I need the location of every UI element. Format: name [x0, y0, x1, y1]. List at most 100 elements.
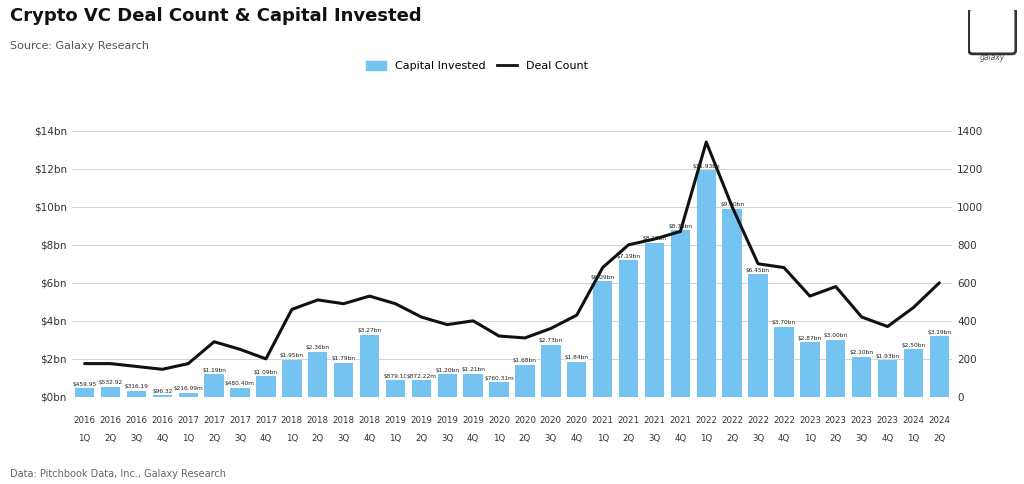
Text: 2Q: 2Q — [726, 434, 738, 443]
Text: 2022: 2022 — [773, 415, 795, 424]
Text: $1.79bn: $1.79bn — [332, 356, 355, 362]
Text: $3.00bn: $3.00bn — [823, 333, 848, 338]
Text: 4Q: 4Q — [260, 434, 272, 443]
Text: $2.50bn: $2.50bn — [901, 343, 926, 348]
Bar — [618, 260, 638, 397]
Text: 2021: 2021 — [643, 415, 666, 424]
Text: $1.20bn: $1.20bn — [435, 367, 459, 373]
Text: 1Q: 1Q — [286, 434, 298, 443]
Text: 2019: 2019 — [384, 415, 407, 424]
Text: $760.31m: $760.31m — [484, 376, 514, 381]
Text: 2Q: 2Q — [311, 434, 324, 443]
Bar — [437, 374, 457, 397]
Text: 1Q: 1Q — [907, 434, 920, 443]
Bar — [256, 376, 275, 397]
Text: galaxy: galaxy — [980, 53, 1005, 62]
Bar — [334, 363, 353, 397]
Text: $96.32: $96.32 — [153, 389, 172, 393]
Bar — [800, 342, 819, 397]
Bar — [723, 209, 741, 397]
Text: Source: Galaxy Research: Source: Galaxy Research — [10, 41, 150, 51]
Bar — [645, 243, 665, 397]
Bar — [308, 352, 328, 397]
Text: 2017: 2017 — [203, 415, 225, 424]
Bar — [489, 382, 509, 397]
Bar — [75, 388, 94, 397]
FancyBboxPatch shape — [969, 8, 1016, 54]
Bar — [904, 349, 924, 397]
Text: 2019: 2019 — [436, 415, 458, 424]
Text: 1Q: 1Q — [389, 434, 401, 443]
Text: 4Q: 4Q — [570, 434, 583, 443]
Bar — [100, 387, 120, 397]
Text: 2018: 2018 — [358, 415, 381, 424]
Text: 2022: 2022 — [695, 415, 717, 424]
Bar — [153, 395, 172, 397]
Text: $1.09bn: $1.09bn — [254, 370, 278, 375]
Text: 2Q: 2Q — [519, 434, 531, 443]
Text: 2020: 2020 — [514, 415, 536, 424]
Text: $1.68bn: $1.68bn — [513, 359, 537, 363]
Text: 4Q: 4Q — [364, 434, 376, 443]
Bar — [696, 170, 716, 397]
Text: 4Q: 4Q — [157, 434, 169, 443]
Text: 4Q: 4Q — [467, 434, 479, 443]
Text: 2016: 2016 — [125, 415, 147, 424]
Text: 2Q: 2Q — [933, 434, 945, 443]
Text: 2018: 2018 — [307, 415, 329, 424]
Text: $459.95: $459.95 — [73, 381, 96, 387]
Text: $1.93bn: $1.93bn — [876, 354, 899, 359]
Text: 2022: 2022 — [721, 415, 743, 424]
Text: 3Q: 3Q — [648, 434, 660, 443]
Bar — [567, 362, 587, 397]
Text: 2023: 2023 — [877, 415, 899, 424]
Bar — [205, 374, 224, 397]
Text: 2023: 2023 — [851, 415, 872, 424]
Text: 3Q: 3Q — [752, 434, 764, 443]
Text: $2.87bn: $2.87bn — [798, 336, 822, 341]
Bar — [386, 380, 406, 397]
Text: 1Q: 1Q — [493, 434, 505, 443]
Legend: Capital Invested, Deal Count: Capital Invested, Deal Count — [361, 56, 592, 76]
Text: $8.76bn: $8.76bn — [669, 224, 692, 229]
Text: 3Q: 3Q — [855, 434, 867, 443]
Text: 2021: 2021 — [670, 415, 691, 424]
Text: 4Q: 4Q — [778, 434, 791, 443]
Text: 2021: 2021 — [617, 415, 640, 424]
Bar — [671, 230, 690, 397]
Bar — [359, 335, 379, 397]
Text: $3.27bn: $3.27bn — [357, 328, 382, 333]
Text: $1.95bn: $1.95bn — [280, 353, 304, 358]
Bar — [774, 327, 794, 397]
Bar — [127, 391, 146, 397]
Text: 3Q: 3Q — [441, 434, 454, 443]
Text: 2023: 2023 — [824, 415, 847, 424]
Text: 2021: 2021 — [592, 415, 613, 424]
Text: 2Q: 2Q — [623, 434, 635, 443]
Bar — [826, 340, 846, 397]
Text: 2Q: 2Q — [104, 434, 117, 443]
Text: $1.19bn: $1.19bn — [202, 368, 226, 373]
Text: 1Q: 1Q — [79, 434, 91, 443]
Text: $872.22m: $872.22m — [407, 374, 436, 379]
Bar — [230, 388, 250, 397]
Bar — [412, 380, 431, 397]
Text: $1.21bn: $1.21bn — [461, 367, 485, 372]
Bar — [852, 357, 871, 397]
Text: 1Q: 1Q — [804, 434, 816, 443]
Text: 4Q: 4Q — [674, 434, 686, 443]
Text: 3Q: 3Q — [233, 434, 246, 443]
Text: $480.40m: $480.40m — [225, 381, 255, 386]
Text: 2016: 2016 — [152, 415, 173, 424]
Text: 1Q: 1Q — [597, 434, 609, 443]
Text: 3Q: 3Q — [130, 434, 142, 443]
Bar — [283, 360, 301, 397]
Text: 1Q: 1Q — [700, 434, 713, 443]
Bar — [749, 274, 768, 397]
Text: $3.70bn: $3.70bn — [772, 320, 796, 325]
Text: $6.09bn: $6.09bn — [591, 274, 614, 280]
Text: 2Q: 2Q — [415, 434, 427, 443]
Text: $7.19bn: $7.19bn — [616, 254, 641, 258]
Text: $532.92: $532.92 — [98, 380, 123, 385]
Text: $1.84bn: $1.84bn — [565, 355, 589, 361]
